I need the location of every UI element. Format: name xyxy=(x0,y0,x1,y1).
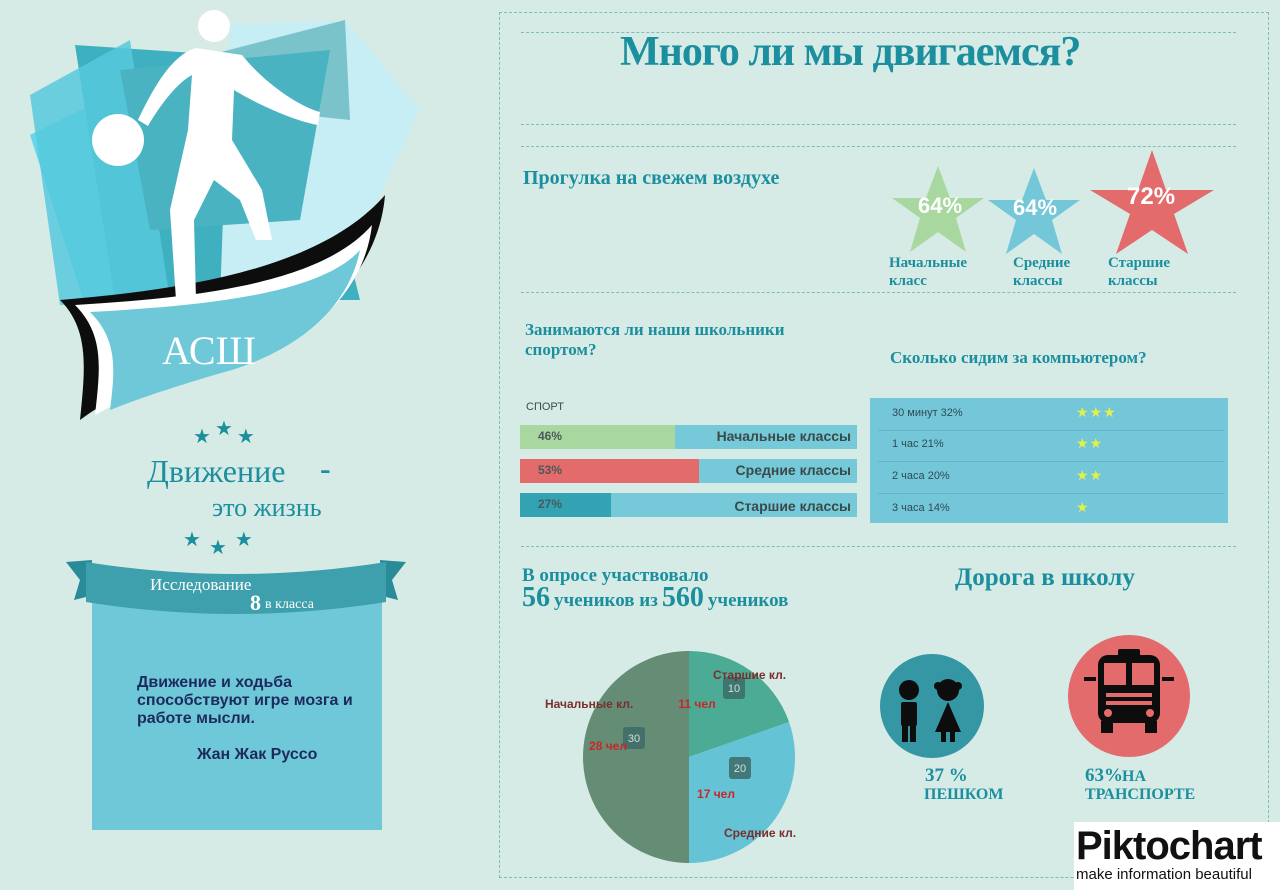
computer-row: 30 минут 32% ★★★ xyxy=(878,398,1224,431)
star-pct-primary: 64% xyxy=(918,193,963,218)
computer-row-label: 3 часа 14% xyxy=(892,502,950,514)
transport-pct: 63% xyxy=(1085,765,1123,786)
slice-marker-icon: 10 xyxy=(723,677,745,699)
computer-row-label: 2 часа 20% xyxy=(892,470,950,482)
slice-name-label: Старшие кл. xyxy=(713,668,786,682)
star-green-icon xyxy=(892,166,984,252)
hero-graphic xyxy=(30,10,420,420)
divider xyxy=(521,124,1236,125)
bar-pct: 46% xyxy=(538,429,563,443)
ribbon-banner xyxy=(66,560,406,614)
road-title: Дорога в школу xyxy=(955,564,1135,591)
survey-end: учеников xyxy=(707,590,789,611)
divider xyxy=(521,546,1236,547)
walk-pct: 37 % xyxy=(925,765,968,786)
computer-title: Сколько сидим за компьютером? xyxy=(890,348,1147,367)
divider xyxy=(521,146,1236,147)
bar-label: Начальные классы xyxy=(716,428,851,444)
stars-bottom-icon: ★★★ xyxy=(183,529,261,559)
sport-bar-middle: 53% Средние классы xyxy=(520,459,857,483)
bar-fill xyxy=(520,425,676,449)
quote-text: Движение и ходьба способствуют игре мозг… xyxy=(137,674,353,727)
slice-name-label: Начальные кл. xyxy=(545,697,633,711)
motto-dash: - xyxy=(320,450,331,486)
star-red-icon xyxy=(1090,150,1214,254)
sport-bar-senior: 27% Старшие классы xyxy=(520,493,857,517)
pie-slice xyxy=(689,721,795,863)
survey-line1: В опросе участвовало xyxy=(522,565,709,586)
survey-mid: учеников из xyxy=(554,590,658,611)
walk-title: Прогулка на свежем воздухе xyxy=(523,167,780,189)
divider xyxy=(521,32,1236,33)
slice-value-label: 17 чел xyxy=(697,787,735,801)
star-caption-primary: Начальные класс xyxy=(889,255,968,289)
quote-author: Жан Жак Руссо xyxy=(197,746,318,763)
pie-slice xyxy=(583,651,689,863)
slice-name-label: Средние кл. xyxy=(724,826,796,840)
star-pct-middle: 64% xyxy=(1013,195,1058,220)
ribbon-number: 8 xyxy=(250,590,261,615)
ribbon-line1: Исследование xyxy=(150,575,252,594)
slice-marker-icon: 20 xyxy=(729,757,751,779)
bar-pct: 27% xyxy=(538,497,563,511)
survey-line2: 56 учеников из 560 учеников xyxy=(522,582,788,614)
stars-top-icon: ★★★ xyxy=(193,418,259,448)
sport-caption: СПОРТ xyxy=(526,401,564,413)
rating-stars-icon: ★★ xyxy=(1076,467,1104,483)
walk-label: ПЕШКОМ xyxy=(924,786,1004,803)
star-caption-senior: Старшие классы xyxy=(1108,255,1170,289)
sport-title: Занимаются ли наши школьники спортом? xyxy=(525,320,785,359)
bar-fill xyxy=(520,493,611,517)
computer-row-label: 30 минут 32% xyxy=(892,407,963,419)
computer-row: 1 час 21% ★★ xyxy=(878,429,1224,462)
bar-fill xyxy=(520,459,699,483)
star-pct-senior: 72% xyxy=(1127,183,1176,210)
bus-icon xyxy=(1068,635,1190,757)
computer-row: 2 часа 20% ★★ xyxy=(878,461,1224,494)
motto-line2: это жизнь xyxy=(212,493,322,522)
svg-text:30: 30 xyxy=(628,733,640,745)
survey-total-sample: 56 xyxy=(522,582,550,613)
transport-label-top: НА ТРАНСПОРТЕ xyxy=(1085,768,1195,804)
slice-value-label: 28 чел xyxy=(589,739,627,753)
star-blue-icon xyxy=(988,168,1080,254)
rating-stars-icon: ★★★ xyxy=(1076,404,1117,420)
motto-line1: Движение xyxy=(147,453,286,489)
slice-value-label: 11 чел xyxy=(678,697,715,711)
svg-text:10: 10 xyxy=(728,683,740,695)
brand-logo: Piktochart xyxy=(1076,824,1263,868)
quote-panel xyxy=(92,600,382,830)
school-name: АСШ xyxy=(162,328,256,373)
brand-tagline: make information beautiful xyxy=(1076,866,1252,883)
computer-panel xyxy=(870,398,1228,523)
content-frame xyxy=(499,12,1269,878)
bar-pct: 53% xyxy=(538,463,563,477)
sport-bar-primary: 46% Начальные классы xyxy=(520,425,857,449)
walking-kids-icon xyxy=(880,654,984,758)
survey-total-population: 560 xyxy=(661,582,704,613)
bar-label: Средние классы xyxy=(735,462,851,478)
page-title: Много ли мы двигаемся? xyxy=(620,29,1081,75)
brand-box xyxy=(1074,822,1280,890)
ribbon-line2: в класса xyxy=(265,597,314,612)
computer-row-label: 1 час 21% xyxy=(892,438,944,450)
star-caption-middle: Средние классы xyxy=(1013,255,1071,289)
pie-slice xyxy=(689,651,790,757)
rating-stars-icon: ★ xyxy=(1076,499,1090,515)
divider xyxy=(521,292,1236,293)
computer-row: 3 часа 14% ★ xyxy=(878,493,1224,525)
rating-stars-icon: ★★ xyxy=(1076,435,1104,451)
slice-marker-icon: 30 xyxy=(623,727,645,749)
svg-text:20: 20 xyxy=(734,763,746,775)
bar-label: Старшие классы xyxy=(734,498,851,514)
transport-label: НА ТРАНСПОРТЕ xyxy=(1085,768,1196,803)
